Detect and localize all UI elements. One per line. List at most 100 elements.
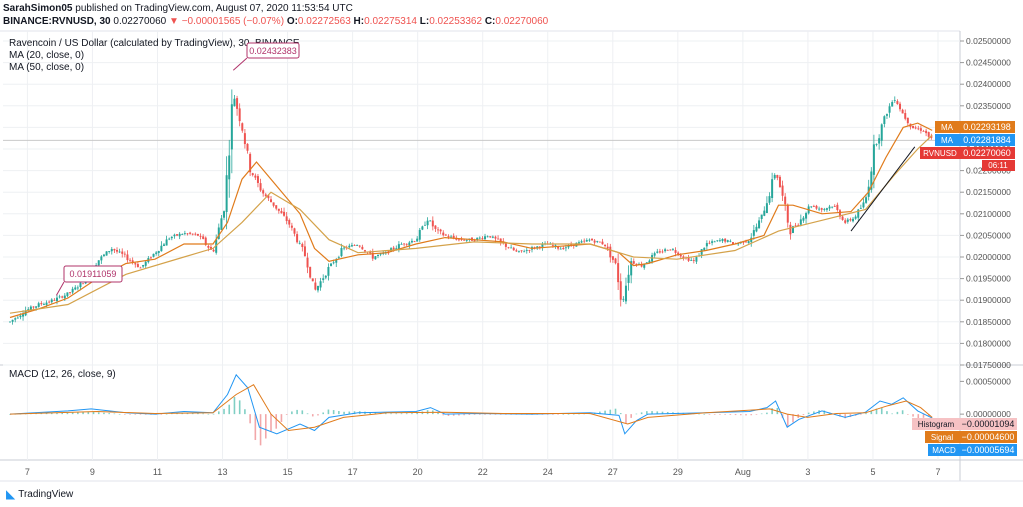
candle-body bbox=[536, 246, 539, 248]
candle-body bbox=[186, 233, 189, 235]
candle-body bbox=[45, 302, 48, 305]
candle-body bbox=[849, 219, 852, 221]
candle-body bbox=[178, 233, 181, 237]
candle-body bbox=[512, 247, 515, 251]
candle-body bbox=[593, 240, 596, 243]
candle-body bbox=[865, 197, 868, 203]
histogram-bar bbox=[113, 413, 116, 415]
candle-body bbox=[22, 314, 25, 317]
badge-ma20-label: MA bbox=[941, 123, 954, 132]
candle-body bbox=[862, 202, 865, 208]
open-label: O: bbox=[286, 16, 298, 27]
candle-body bbox=[160, 245, 163, 252]
candle-body bbox=[914, 127, 917, 129]
candle-body bbox=[888, 106, 891, 113]
candle-body bbox=[614, 258, 617, 264]
histogram-bar bbox=[411, 413, 413, 415]
candle-body bbox=[784, 196, 787, 205]
candle-body bbox=[776, 174, 779, 178]
candle-body bbox=[165, 239, 168, 246]
histogram-bar bbox=[400, 413, 403, 415]
candle-body bbox=[199, 235, 202, 237]
trendline[interactable] bbox=[850, 146, 916, 232]
histogram-bar bbox=[792, 414, 794, 423]
badge-histogram-value: −0.00001094 bbox=[962, 419, 1015, 429]
candle-body bbox=[818, 208, 821, 210]
candle-body bbox=[857, 209, 860, 218]
author[interactable]: SarahSimon05 bbox=[3, 3, 73, 14]
candle-body bbox=[825, 208, 828, 210]
candle-body bbox=[580, 241, 583, 243]
histogram-bar bbox=[865, 413, 867, 415]
candle-body bbox=[337, 257, 340, 259]
candle-body bbox=[815, 205, 818, 209]
low-callout-text: 0.01911059 bbox=[70, 269, 117, 279]
histogram-bar bbox=[139, 414, 142, 415]
candle-body bbox=[640, 264, 643, 267]
time-tick-label: 7 bbox=[935, 467, 940, 477]
histogram-bar bbox=[244, 409, 246, 415]
badge-signal-label: Signal bbox=[931, 433, 953, 442]
candle-body bbox=[330, 263, 333, 266]
candle-body bbox=[486, 236, 489, 238]
histogram-bar bbox=[562, 414, 565, 415]
histogram-bar bbox=[233, 397, 236, 415]
candle-body bbox=[183, 233, 186, 234]
candle-body bbox=[875, 143, 878, 145]
badge-macd-value: −0.00005694 bbox=[962, 445, 1015, 455]
candle-body bbox=[82, 283, 85, 285]
candle-body bbox=[666, 249, 669, 251]
macd-tick-label: 0.00050000 bbox=[966, 376, 1011, 386]
histogram-bar bbox=[630, 414, 632, 418]
candle-body bbox=[371, 252, 374, 259]
time-tick-label: 27 bbox=[608, 467, 618, 477]
candle-body bbox=[765, 203, 768, 214]
candle-body bbox=[358, 245, 361, 247]
histogram-bar bbox=[463, 414, 465, 416]
candle-body bbox=[29, 306, 32, 310]
candle-body bbox=[71, 288, 74, 293]
candle-body bbox=[350, 245, 353, 247]
histogram-bar bbox=[734, 414, 737, 416]
candle-body bbox=[220, 218, 223, 230]
price-tick-label: 0.02100000 bbox=[966, 209, 1011, 219]
candle-body bbox=[335, 259, 338, 263]
candle-body bbox=[635, 263, 638, 265]
histogram-bar bbox=[118, 413, 121, 415]
histogram-bar bbox=[343, 411, 345, 415]
time-tick-label: 22 bbox=[478, 467, 488, 477]
histogram-bar bbox=[839, 414, 841, 417]
histogram-bar bbox=[45, 413, 48, 415]
low-callout[interactable]: 0.01911059 bbox=[55, 265, 123, 296]
histogram-bar bbox=[202, 413, 204, 415]
candle-body bbox=[705, 243, 708, 247]
candle-body bbox=[236, 98, 239, 109]
candle-body bbox=[207, 245, 210, 248]
candle-body bbox=[703, 247, 706, 251]
candle-body bbox=[674, 250, 677, 253]
candle-body bbox=[155, 252, 158, 254]
histogram-bar bbox=[238, 400, 241, 415]
candle-body bbox=[131, 260, 134, 263]
time-tick-label: 5 bbox=[870, 467, 875, 477]
histogram-bar bbox=[750, 414, 753, 416]
histogram-bar bbox=[9, 414, 11, 415]
histogram-bar bbox=[348, 411, 351, 415]
histogram-bar bbox=[212, 413, 215, 415]
candle-body bbox=[11, 319, 14, 322]
histogram-bar bbox=[912, 414, 914, 417]
histogram-bar bbox=[353, 411, 356, 415]
symbol-name: BINANCE:RVNUSD, 30 bbox=[3, 16, 111, 27]
candle-body bbox=[677, 252, 680, 256]
candle-body bbox=[922, 130, 925, 132]
high-callout[interactable]: 0.02432383 bbox=[232, 42, 300, 71]
tradingview-logo[interactable]: ◣ TradingView bbox=[6, 487, 73, 501]
price-axis: 0.02500000 0.02450000 0.02400000 0.02350000… bbox=[960, 36, 1011, 370]
time-tick-label: 11 bbox=[153, 467, 162, 477]
candle-body bbox=[283, 211, 286, 216]
candle-body bbox=[609, 246, 612, 258]
candle-body bbox=[523, 251, 526, 253]
price-tick-label: 0.02450000 bbox=[966, 58, 1011, 68]
candle-body bbox=[520, 250, 523, 252]
